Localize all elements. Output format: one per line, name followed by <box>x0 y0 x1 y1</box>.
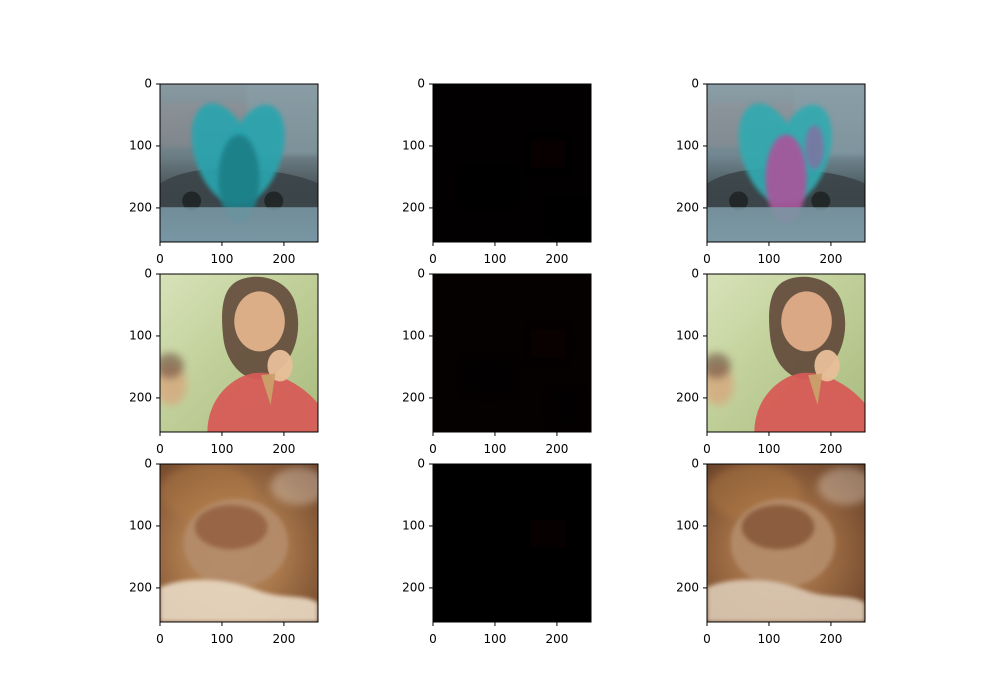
y-tick-label: 0 <box>691 77 699 91</box>
y-tick-label: 200 <box>129 390 152 404</box>
noise-patch-3 <box>551 392 584 421</box>
x-tick-label: 100 <box>211 252 234 266</box>
axes-frame <box>706 83 866 243</box>
y-tick-label: 0 <box>417 457 425 471</box>
x-tick-label: 0 <box>703 442 711 456</box>
noise-patch-2 <box>464 170 512 203</box>
y-tick-label: 100 <box>402 138 425 152</box>
axes-frame <box>432 83 592 243</box>
y-tick-label: 200 <box>129 580 152 594</box>
x-tick-label: 200 <box>545 252 568 266</box>
panel-r3c1: 0 100 200 0 100 200 <box>129 457 319 646</box>
axes-frame <box>432 273 592 433</box>
y-tick-label: 0 <box>417 267 425 281</box>
y-tick-label: 200 <box>402 580 425 594</box>
y-tick-label: 200 <box>676 580 699 594</box>
x-tick-label: 200 <box>819 632 842 646</box>
x-tick-label: 0 <box>703 252 711 266</box>
x-tick-label: 200 <box>545 632 568 646</box>
y-tick-label: 0 <box>144 457 152 471</box>
y-tick-label: 200 <box>402 390 425 404</box>
y-tick-label: 200 <box>676 390 699 404</box>
x-tick-label: 200 <box>819 442 842 456</box>
x-tick-label: 0 <box>703 632 711 646</box>
noise-patch-2 <box>464 550 512 583</box>
y-tick-label: 200 <box>676 200 699 214</box>
panel-r1c3: 0 100 200 0 100 200 <box>676 77 866 266</box>
panel-image <box>433 274 591 432</box>
panel-image <box>160 84 318 242</box>
x-tick-label: 100 <box>484 442 507 456</box>
x-tick-label: 200 <box>272 632 295 646</box>
panel-r1c2: 0 100 200 0 100 200 <box>402 77 592 266</box>
axes-frame <box>159 273 319 433</box>
x-tick-label: 0 <box>429 442 437 456</box>
x-tick-label: 200 <box>545 442 568 456</box>
y-tick-label: 200 <box>129 200 152 214</box>
panel-image <box>707 464 865 622</box>
panel-r2c2: 0 100 200 0 100 200 <box>402 267 592 456</box>
y-tick-label: 100 <box>676 138 699 152</box>
panel-r2c3: 0 100 200 0 100 200 <box>676 267 866 456</box>
y-tick-label: 100 <box>402 328 425 342</box>
x-tick-label: 0 <box>156 252 164 266</box>
axes-frame <box>159 463 319 623</box>
noise-patch-3 <box>551 202 584 231</box>
y-tick-label: 100 <box>676 518 699 532</box>
x-tick-label: 100 <box>758 632 781 646</box>
x-tick-label: 100 <box>484 252 507 266</box>
y-tick-label: 100 <box>129 518 152 532</box>
x-tick-label: 100 <box>758 442 781 456</box>
panel-image <box>707 84 865 242</box>
panel-image <box>433 84 591 242</box>
panel-r2c1: 0 100 200 0 100 200 <box>129 267 319 456</box>
panel-r1c1: 0 100 200 0 100 200 <box>129 77 319 266</box>
panel-r3c3: 0 100 200 0 100 200 <box>676 457 866 646</box>
x-tick-label: 0 <box>429 252 437 266</box>
y-tick-label: 200 <box>402 200 425 214</box>
x-tick-label: 200 <box>272 252 295 266</box>
y-tick-label: 0 <box>417 77 425 91</box>
y-tick-label: 0 <box>691 267 699 281</box>
axes-frame <box>432 463 592 623</box>
noise-patch-1 <box>530 329 566 358</box>
panel-image <box>433 464 591 622</box>
x-tick-label: 100 <box>211 632 234 646</box>
axes-frame <box>706 463 866 623</box>
x-tick-label: 0 <box>429 632 437 646</box>
y-tick-label: 100 <box>402 518 425 532</box>
panel-r3c2: 0 100 200 0 100 200 <box>402 457 592 646</box>
y-tick-label: 0 <box>144 77 152 91</box>
y-tick-label: 0 <box>691 457 699 471</box>
y-tick-label: 100 <box>129 328 152 342</box>
panel-image <box>160 464 318 622</box>
noise-patch-1 <box>530 139 566 168</box>
noise-patch-2 <box>464 360 512 393</box>
x-tick-label: 200 <box>819 252 842 266</box>
noise-patch-1 <box>530 519 566 548</box>
panel-image <box>160 274 318 432</box>
x-tick-label: 0 <box>156 442 164 456</box>
axes-frame <box>159 83 319 243</box>
x-tick-label: 100 <box>484 632 507 646</box>
y-tick-label: 100 <box>676 328 699 342</box>
y-tick-label: 0 <box>144 267 152 281</box>
y-tick-label: 100 <box>129 138 152 152</box>
x-tick-label: 100 <box>758 252 781 266</box>
image-grid: 0 100 200 0 100 200 0 100 200 0 100 200 0 100 200 0 100 2… <box>129 77 866 646</box>
x-tick-label: 200 <box>272 442 295 456</box>
x-tick-label: 0 <box>156 632 164 646</box>
panel-image <box>707 274 865 432</box>
x-tick-label: 100 <box>211 442 234 456</box>
axes-frame <box>706 273 866 433</box>
noise-patch-3 <box>551 582 584 611</box>
